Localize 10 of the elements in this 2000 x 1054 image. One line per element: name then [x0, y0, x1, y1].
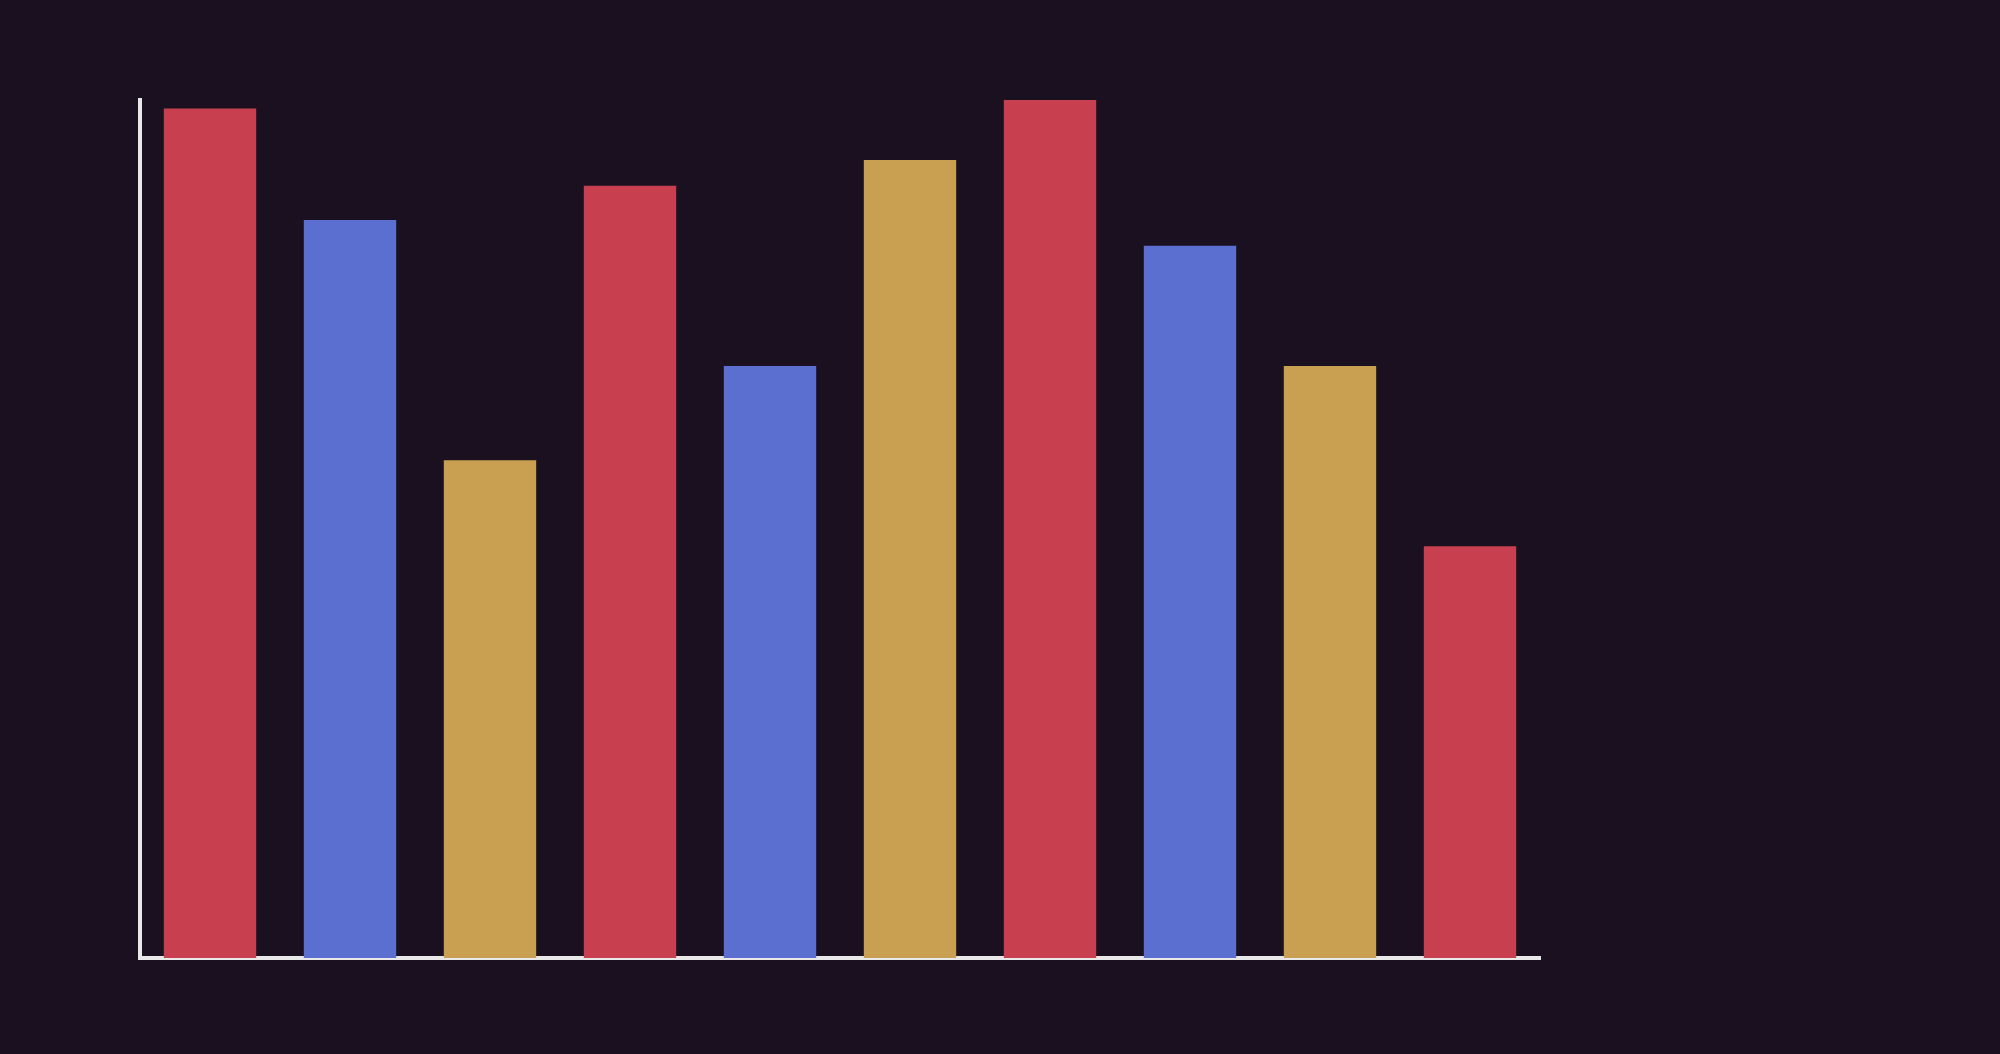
- bar: [863, 160, 957, 958]
- bar: [163, 108, 257, 958]
- bar: [1003, 100, 1097, 958]
- bar: [1423, 546, 1517, 958]
- bar: [443, 460, 537, 958]
- bar: [1143, 245, 1237, 958]
- bar: [723, 365, 817, 958]
- bar: [303, 220, 397, 958]
- bar: [583, 185, 677, 958]
- bar: [1283, 365, 1377, 958]
